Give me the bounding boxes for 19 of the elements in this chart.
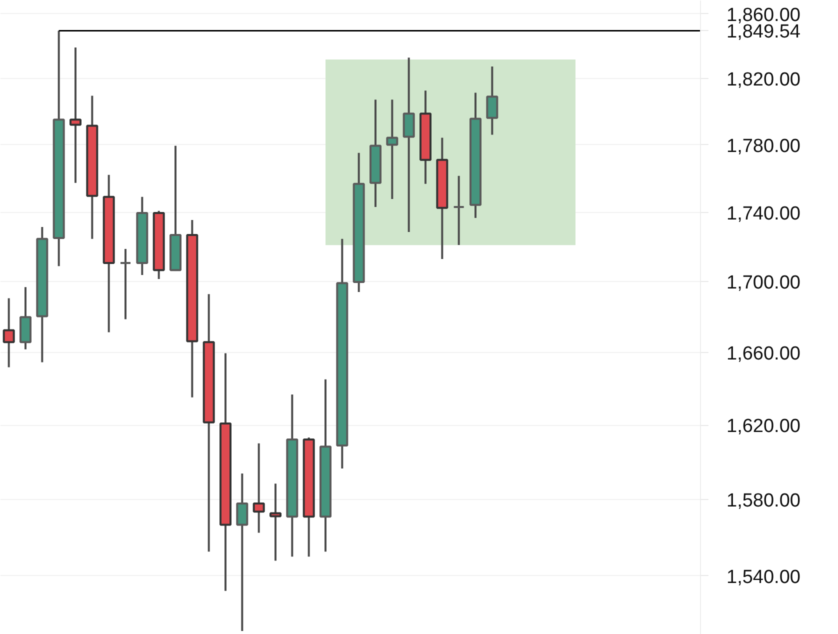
candlestick (70, 46, 82, 184)
candlestick (252, 442, 265, 534)
candlestick (486, 66, 498, 136)
y-tick-label: 1,820.00 (726, 70, 800, 91)
candlestick (452, 174, 465, 246)
ref-line-label: 1,849.54 (726, 22, 801, 43)
candlestick (2, 297, 15, 368)
y-tick-label: 1,740.00 (726, 203, 800, 224)
y-tick-label: 1,700.00 (726, 272, 800, 294)
y-tick-label: 1,780.00 (726, 136, 800, 157)
candlestick (402, 56, 415, 234)
candlestick (236, 472, 248, 632)
y-tick-label: 1,540.00 (726, 566, 800, 588)
candlestick (270, 482, 282, 562)
y-tick-label: 1,660.00 (726, 344, 800, 365)
candlestick (120, 248, 132, 320)
y-tick-label: 1,620.00 (726, 416, 800, 438)
y-tick-label: 1,580.00 (726, 490, 800, 512)
candlestick (386, 98, 398, 200)
